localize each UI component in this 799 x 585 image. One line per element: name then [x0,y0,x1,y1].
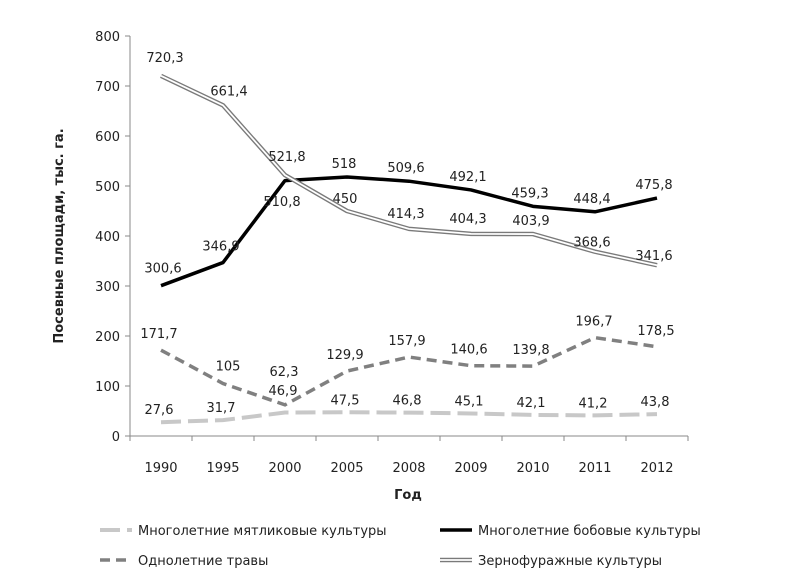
data-label: 450 [333,192,358,207]
data-label: 139,8 [512,343,549,358]
y-tick-label: 400 [95,230,120,245]
data-label: 171,7 [140,327,177,342]
legend-item: Однолетние травы [100,554,268,569]
x-axis-title: Год [394,488,422,503]
data-label: 509,6 [387,161,424,176]
data-label: 31,7 [207,401,236,416]
data-label: 404,3 [449,212,486,227]
legend-item: Зернофуражные культуры [440,554,662,569]
x-tick-label: 2012 [640,461,673,476]
x-tick-label: 2009 [454,461,487,476]
data-label: 41,2 [579,396,608,411]
y-tick-label: 500 [95,180,120,195]
data-label: 475,8 [635,178,672,193]
data-label: 510,8 [263,195,300,210]
legend-label: Зернофуражные культуры [478,554,662,569]
data-label: 178,5 [637,324,674,339]
data-label: 492,1 [449,170,486,185]
data-label: 42,1 [517,396,546,411]
legend: Многолетние мятликовые культуры Многолетн… [100,524,701,569]
data-label: 46,8 [393,394,422,409]
y-tick-label: 0 [112,430,120,445]
data-label: 661,4 [210,84,247,99]
series-line-0-stroke [160,410,658,425]
data-label: 196,7 [575,315,612,330]
data-label: 300,6 [144,262,181,277]
data-label: 129,9 [326,348,363,363]
series-line-2-stroke [160,335,658,407]
x-tick-label: 2011 [578,461,611,476]
data-label: 43,8 [641,395,670,410]
x-tick-label: 1990 [144,461,177,476]
data-label: 341,6 [635,249,672,264]
series-line-2 [160,335,658,407]
data-label: 105 [216,360,241,375]
data-label: 403,9 [512,214,549,229]
series-line-0 [160,410,658,425]
series-line-3-inner [160,75,658,267]
x-tick-label: 2008 [392,461,425,476]
y-tick-label: 200 [95,330,120,345]
y-tick-label: 600 [95,130,120,145]
data-label: 62,3 [270,365,299,380]
y-tick-label: 300 [95,280,120,295]
series-line-1-stroke [160,175,658,288]
y-tick-label: 700 [95,80,120,95]
data-label: 47,5 [331,393,360,408]
data-labels: 27,6 31,7 46,9 47,5 46,8 45,1 42,1 41,2 43,8 300,… [140,51,674,418]
legend-label: Многолетние мятликовые культуры [138,524,387,539]
data-label: 448,4 [573,192,610,207]
chart-axes: 0 100 200 300 400 500 600 700 800 1990 1995 2000 200… [95,30,689,476]
data-label: 459,3 [511,186,548,201]
data-label: 157,9 [388,334,425,349]
legend-item: Многолетние мятликовые культуры [100,524,387,539]
x-tick-label: 1995 [206,461,239,476]
data-label: 140,6 [450,343,487,358]
data-label: 27,6 [145,403,174,418]
x-tick-label: 2005 [330,461,363,476]
chart-series [160,73,658,425]
legend-label: Многолетние бобовые культуры [478,524,701,539]
data-label: 45,1 [455,394,484,409]
y-axis-title: Посевные площади, тыс. га. [52,128,67,343]
legend-label: Однолетние травы [138,554,268,569]
data-label: 521,8 [268,150,305,165]
y-tick-label: 100 [95,380,120,395]
legend-item: Многолетние бобовые культуры [440,524,701,539]
series-line-3 [160,73,658,268]
data-label: 46,9 [269,384,298,399]
x-tick-label: 2010 [516,461,549,476]
data-label: 368,6 [573,236,610,251]
series-line-1 [160,175,658,288]
data-label: 720,3 [146,51,183,66]
y-tick-label: 800 [95,30,120,45]
data-label: 346,9 [202,240,239,255]
data-label: 518 [332,157,357,172]
data-label: 414,3 [387,207,424,222]
x-tick-label: 2000 [268,461,301,476]
